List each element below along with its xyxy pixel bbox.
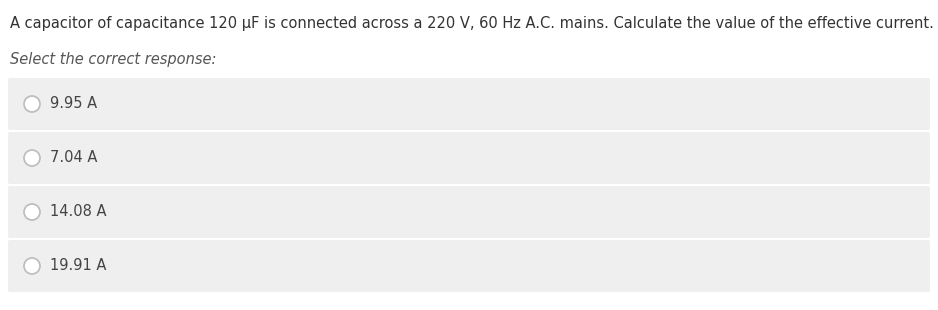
Circle shape — [24, 96, 40, 112]
Text: 7.04 A: 7.04 A — [50, 150, 98, 166]
Text: Select the correct response:: Select the correct response: — [10, 52, 217, 67]
FancyBboxPatch shape — [8, 186, 930, 238]
Text: 14.08 A: 14.08 A — [50, 205, 107, 219]
Circle shape — [24, 150, 40, 166]
Circle shape — [24, 204, 40, 220]
FancyBboxPatch shape — [8, 240, 930, 292]
Text: A capacitor of capacitance 120 µF is connected across a 220 V, 60 Hz A.C. mains.: A capacitor of capacitance 120 µF is con… — [10, 16, 934, 31]
Text: 9.95 A: 9.95 A — [50, 96, 98, 112]
Circle shape — [24, 258, 40, 274]
FancyBboxPatch shape — [8, 132, 930, 184]
FancyBboxPatch shape — [8, 78, 930, 130]
Text: 19.91 A: 19.91 A — [50, 259, 106, 273]
